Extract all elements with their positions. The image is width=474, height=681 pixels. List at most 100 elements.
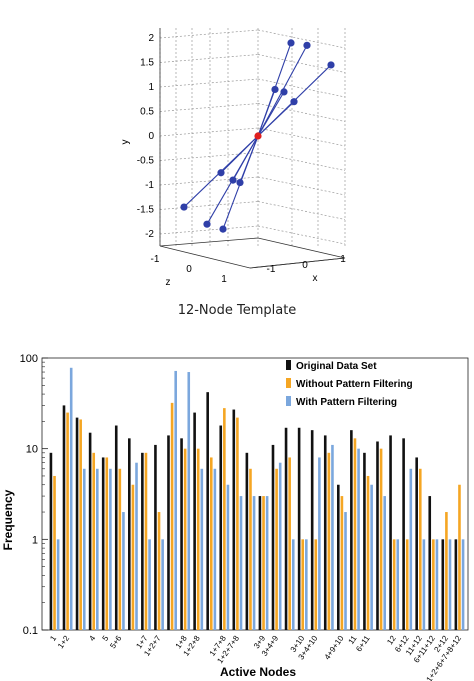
bar [180, 438, 183, 630]
bar [75, 417, 79, 630]
bar [445, 512, 448, 630]
bar [350, 430, 353, 630]
bar [448, 539, 452, 630]
bar [161, 539, 164, 630]
bar [262, 496, 265, 630]
bar [318, 457, 321, 630]
node-point [327, 61, 335, 69]
bar [405, 539, 409, 630]
z-axis-label: z [166, 277, 171, 288]
node-point [287, 39, 295, 47]
bar [219, 425, 223, 630]
y-tick-label: -1 [145, 180, 154, 191]
figure-caption: 12-Node Template [177, 303, 297, 318]
node-link [257, 89, 276, 137]
bar-y-axis-label: Frequency [1, 489, 15, 550]
node-point [280, 88, 288, 96]
bar [141, 452, 144, 630]
bar [340, 496, 344, 630]
bar [323, 435, 327, 630]
center-node-point [254, 132, 262, 140]
z-tick-label: 1 [221, 274, 227, 285]
y-tick-label: 1 [148, 82, 154, 93]
bar [291, 539, 295, 630]
bar [288, 457, 291, 630]
bar [258, 496, 262, 630]
chart-legend: Original Data Set Without Pattern Filteri… [286, 360, 413, 408]
bar [297, 427, 301, 630]
bar [62, 405, 66, 630]
bar [428, 496, 432, 630]
bar [402, 438, 405, 630]
bar [79, 419, 82, 630]
bar [278, 462, 282, 630]
bar [415, 457, 418, 630]
x-tick-label: 5+6 [108, 634, 123, 651]
bar [275, 468, 278, 630]
bar [331, 444, 334, 630]
bar [441, 539, 445, 630]
bar [327, 452, 331, 630]
bar [232, 409, 236, 630]
node-point [290, 98, 298, 106]
legend-label: Original Data Set [296, 361, 377, 372]
bar [105, 457, 109, 630]
legend-label: Without Pattern Filtering [296, 379, 413, 390]
bar [249, 468, 252, 630]
node-point [203, 220, 211, 228]
x-tick-label: 4 [87, 634, 97, 643]
3d-grid [159, 28, 346, 246]
bar [170, 402, 174, 630]
bar [305, 539, 308, 630]
bar [131, 484, 135, 630]
bar [109, 468, 112, 630]
bar [458, 484, 461, 630]
bar [96, 468, 99, 630]
bar [409, 468, 413, 630]
node-point [303, 41, 311, 49]
node-point [229, 176, 237, 184]
y-tick-label: -0.5 [137, 156, 155, 167]
3d-node-plot: -2 -1.5 -1 -0.5 0 0.5 1 1.5 2 -1 0 1 -1 0 1 y x z [120, 28, 346, 288]
z-tick-label: -1 [151, 254, 160, 265]
bar [56, 539, 60, 630]
bar [366, 475, 370, 630]
bar-x-axis-label: Active Nodes [220, 665, 296, 679]
bar [118, 468, 122, 630]
y-tick-label: 0 [148, 131, 154, 142]
bar [454, 539, 458, 630]
bar [135, 462, 138, 630]
legend-swatch [286, 360, 291, 370]
x-tick-label: -1 [267, 264, 276, 275]
bar [101, 457, 105, 630]
bar [66, 412, 69, 630]
node-link [257, 101, 295, 137]
bar [226, 484, 230, 630]
bar [435, 539, 439, 630]
bar [144, 452, 148, 630]
node-point [180, 203, 188, 211]
x-tick-label: 0 [302, 260, 308, 271]
bar [128, 438, 131, 630]
bar [389, 435, 392, 630]
bar [187, 372, 191, 630]
y-tick-label: 2 [148, 33, 154, 44]
bar [314, 539, 318, 630]
bar [167, 435, 170, 630]
x-tick-label: 5 [100, 634, 110, 643]
bar [370, 484, 373, 630]
bar-marks [49, 367, 465, 630]
bar [265, 496, 269, 630]
bar [183, 448, 187, 630]
bar [245, 452, 249, 630]
bar [353, 438, 357, 630]
bar [53, 475, 56, 630]
z-tick-label: 0 [186, 264, 192, 275]
bar [284, 427, 288, 630]
bar [376, 441, 379, 630]
bar [213, 468, 217, 630]
3d-axes [159, 28, 346, 269]
bar [396, 539, 400, 630]
bar [206, 392, 209, 630]
